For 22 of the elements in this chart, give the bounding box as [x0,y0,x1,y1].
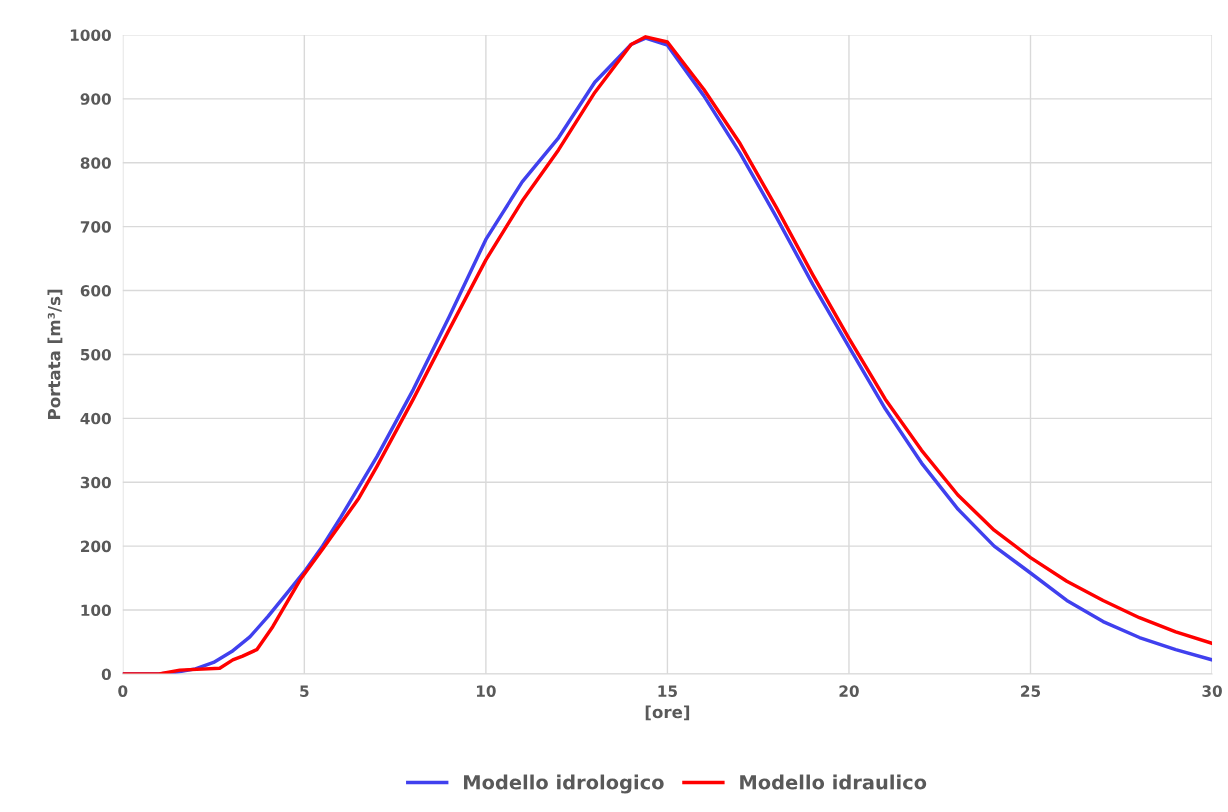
y-tick-label: 200 [81,540,111,553]
y-tick-label: 900 [80,93,111,105]
y-tick-label: 700 [80,221,111,233]
y-tick-label: 300 [80,476,111,489]
x-tick-label: 10 [476,685,496,697]
x-tick-label: 15 [658,685,677,697]
y-tick-label: 0 [101,668,111,680]
x-tick-label: 0 [118,685,128,697]
y-tick-label: 400 [80,412,111,425]
y-tick-label: 100 [81,604,111,617]
y-tick-label: 800 [80,157,111,169]
x-tick-label: 25 [1021,685,1041,697]
legend-label: Modello idrologico [464,774,664,794]
x-tick-label: 20 [839,685,859,697]
x-tick-label: 5 [300,685,309,697]
legend-label: Modello idraulico [740,774,927,790]
x-axis-title: [ore] [645,705,690,721]
y-axis-title: Portata [m³/s] [47,289,63,419]
x-tick-label: 30 [1202,685,1222,697]
y-tick-label: 1000 [70,29,111,41]
y-tick-label: 600 [80,285,111,297]
y-tick-label: 500 [80,348,111,361]
